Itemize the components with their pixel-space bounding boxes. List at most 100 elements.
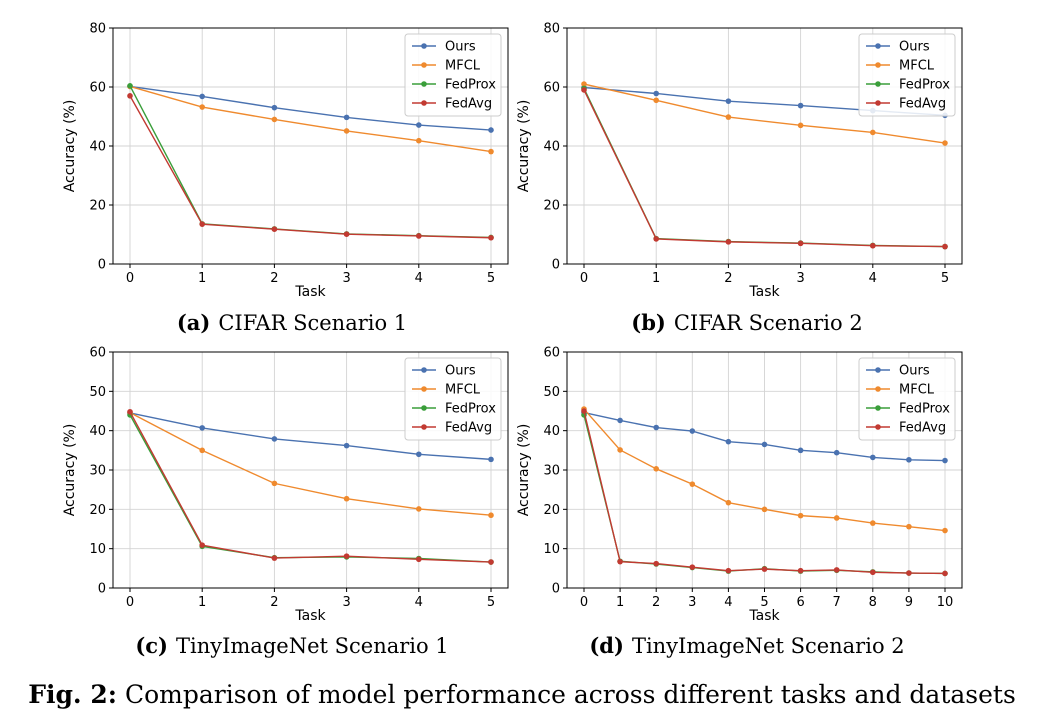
legend-marker-fedavg <box>875 100 881 106</box>
data-point-ours <box>725 438 732 445</box>
legend-marker-fedprox <box>875 405 881 411</box>
legend-marker-fedavg <box>875 424 881 430</box>
data-point-fedavg <box>725 239 732 245</box>
subfigure-caption-text: TinyImageNet Scenario 2 <box>632 634 905 658</box>
data-point-ours <box>870 454 876 461</box>
data-point-ours <box>797 447 804 454</box>
series-line-fedavg <box>583 89 946 248</box>
y-tick-label: 20 <box>543 199 560 214</box>
data-point-mfcl <box>199 447 205 454</box>
x-tick-label: 7 <box>833 595 841 610</box>
legend-label-mfcl: MFCL <box>445 383 481 398</box>
data-point-fedprox <box>127 83 133 89</box>
data-point-ours <box>271 436 278 442</box>
series-line-ours <box>129 412 492 461</box>
legend-marker-ours <box>421 43 427 49</box>
subfigure-caption-label: (d) <box>589 633 624 658</box>
data-point-fedavg <box>689 564 696 570</box>
series-line-ours <box>129 85 492 131</box>
data-point-ours <box>343 442 350 449</box>
subfigure-caption-label: (c) <box>135 633 168 658</box>
data-point-mfcl <box>906 523 912 530</box>
legend-marker-ours <box>875 43 881 49</box>
subfigure-caption-label: (b) <box>631 310 666 335</box>
legend-label-fedavg: FedAvg <box>899 97 946 112</box>
data-point-ours <box>942 457 948 464</box>
x-tick-label: 2 <box>724 271 732 286</box>
x-tick-label: 1 <box>198 271 206 286</box>
data-point-fedavg <box>653 560 659 567</box>
legend-label-fedavg: FedAvg <box>899 421 946 436</box>
x-tick-label: 0 <box>580 595 588 610</box>
data-point-mfcl <box>942 140 948 146</box>
data-point-ours <box>653 90 659 97</box>
subfigure-caption-text: TinyImageNet Scenario 1 <box>176 634 449 658</box>
data-point-ours <box>617 417 623 424</box>
y-tick-label: 30 <box>89 464 106 479</box>
data-point-mfcl <box>653 466 659 472</box>
legend-label-fedavg: FedAvg <box>445 421 492 436</box>
data-point-mfcl <box>488 512 494 519</box>
x-tick-label: 2 <box>270 595 278 610</box>
legend-marker-mfcl <box>421 62 427 68</box>
x-axis-label: Task <box>748 284 780 300</box>
legend-box <box>404 357 502 441</box>
y-axis-label: Accuracy (%) <box>516 100 532 193</box>
x-tick-label: 4 <box>724 595 732 610</box>
x-axis-label: Task <box>748 608 780 624</box>
figure-caption: Fig. 2: Comparison of model performance a… <box>28 680 1016 709</box>
data-point-fedavg <box>942 243 948 250</box>
x-tick-label: 6 <box>796 595 804 610</box>
data-point-ours <box>199 425 205 431</box>
legend-marker-fedavg <box>421 424 427 430</box>
data-point-fedavg <box>271 555 278 561</box>
legend-marker-fedprox <box>421 405 427 411</box>
subfigure-caption: (c) TinyImageNet Scenario 1 <box>135 633 448 658</box>
y-tick-label: 10 <box>89 542 106 557</box>
data-point-fedavg <box>343 231 350 238</box>
x-tick-label: 4 <box>415 271 423 286</box>
data-point-ours <box>797 102 804 109</box>
legend-label-ours: Ours <box>445 40 476 55</box>
data-point-fedavg <box>617 558 623 565</box>
legend-label-fedprox: FedProx <box>899 78 950 93</box>
data-point-mfcl <box>271 480 278 487</box>
data-point-mfcl <box>797 512 804 519</box>
y-tick-label: 50 <box>89 385 106 400</box>
data-point-ours <box>199 93 205 100</box>
x-tick-label: 0 <box>126 271 134 286</box>
data-point-mfcl <box>870 520 876 526</box>
data-point-fedavg <box>343 553 350 559</box>
data-point-fedavg <box>488 234 494 241</box>
x-tick-label: 3 <box>342 595 350 610</box>
legend-marker-ours <box>875 367 881 373</box>
data-point-ours <box>271 104 278 111</box>
data-point-mfcl <box>617 447 623 453</box>
legend-marker-mfcl <box>421 386 427 392</box>
y-tick-label: 80 <box>89 22 106 37</box>
legend-label-mfcl: MFCL <box>899 383 935 398</box>
legend-box <box>858 33 956 117</box>
legend-marker-fedavg <box>421 100 427 106</box>
series-line-fedavg <box>129 95 492 239</box>
data-point-fedavg <box>870 242 876 249</box>
x-tick-label: 10 <box>937 595 954 610</box>
y-tick-label: 60 <box>89 81 106 96</box>
legend: Ours MFCL FedProx FedAvg <box>404 357 502 441</box>
y-tick-label: 20 <box>89 503 106 518</box>
data-point-fedavg <box>725 567 732 574</box>
data-point-ours <box>653 424 659 431</box>
data-point-mfcl <box>725 499 732 506</box>
y-tick-label: 20 <box>543 503 560 518</box>
data-point-mfcl <box>416 137 422 144</box>
x-tick-label: 5 <box>487 595 495 610</box>
legend-marker-mfcl <box>875 386 881 392</box>
data-point-mfcl <box>271 116 278 123</box>
x-tick-label: 1 <box>616 595 624 610</box>
y-tick-label: 80 <box>543 22 560 37</box>
y-tick-label: 0 <box>98 582 106 597</box>
legend-label-mfcl: MFCL <box>445 59 481 74</box>
data-point-fedavg <box>761 566 768 572</box>
series-line-mfcl <box>129 411 492 516</box>
